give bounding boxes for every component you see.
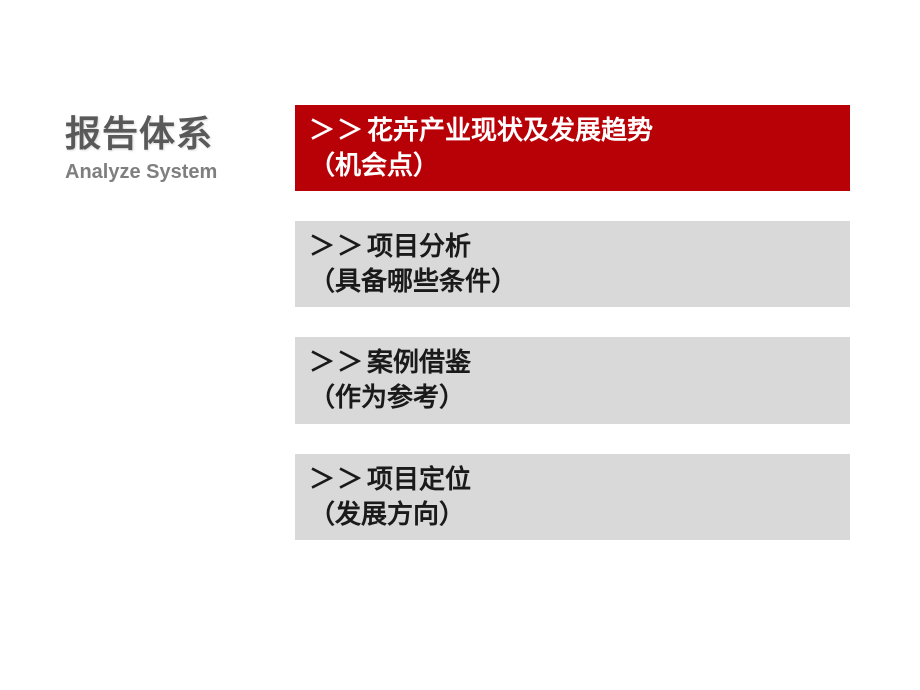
item-line2: （机会点）	[309, 148, 836, 183]
item-text1: 项目分析	[367, 231, 471, 261]
item-2[interactable]: ＞＞项目分析 （具备哪些条件）	[295, 221, 850, 307]
item-prefix: ＞＞	[309, 347, 365, 377]
item-line2: （作为参考）	[309, 380, 836, 415]
item-text1: 项目定位	[367, 464, 471, 494]
item-line1: ＞＞花卉产业现状及发展趋势	[309, 113, 836, 148]
item-text1: 花卉产业现状及发展趋势	[367, 115, 653, 145]
item-line2: （具备哪些条件）	[309, 264, 836, 299]
item-prefix: ＞＞	[309, 464, 365, 494]
item-line1: ＞＞项目分析	[309, 229, 836, 264]
sidebar-title-en: Analyze System	[65, 161, 295, 184]
slide-container: 报告体系 Analyze System ＞＞花卉产业现状及发展趋势 （机会点） …	[0, 0, 920, 570]
item-4[interactable]: ＞＞项目定位 （发展方向）	[295, 454, 850, 540]
items-list: ＞＞花卉产业现状及发展趋势 （机会点） ＞＞项目分析 （具备哪些条件） ＞＞案例…	[295, 105, 850, 570]
item-3[interactable]: ＞＞案例借鉴 （作为参考）	[295, 337, 850, 423]
item-line2: （发展方向）	[309, 497, 836, 532]
item-1[interactable]: ＞＞花卉产业现状及发展趋势 （机会点）	[295, 105, 850, 191]
item-text1: 案例借鉴	[367, 347, 471, 377]
sidebar: 报告体系 Analyze System	[65, 105, 295, 570]
item-line1: ＞＞项目定位	[309, 462, 836, 497]
sidebar-title-cn: 报告体系	[65, 105, 295, 157]
item-prefix: ＞＞	[309, 231, 365, 261]
item-line1: ＞＞案例借鉴	[309, 345, 836, 380]
item-prefix: ＞＞	[309, 115, 365, 145]
